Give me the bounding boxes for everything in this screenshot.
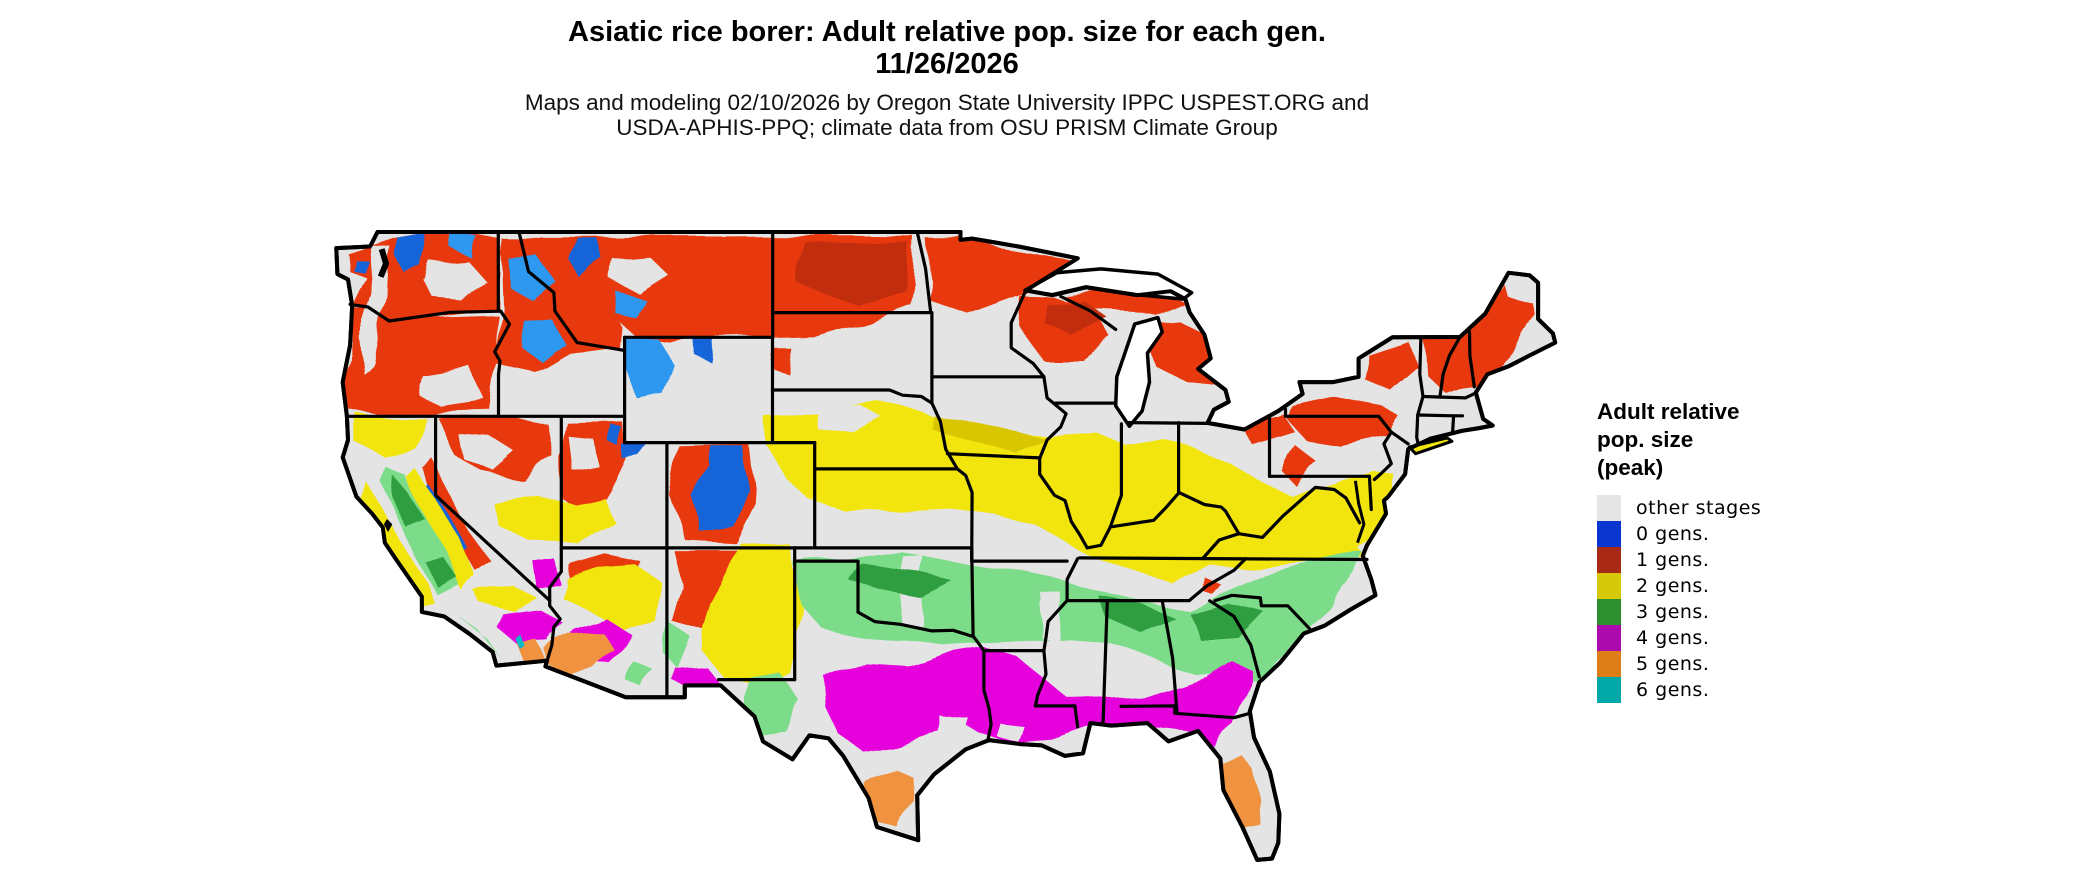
legend-swatch-0-gens bbox=[1597, 521, 1621, 547]
legend-label-1-gens: 1 gens. bbox=[1636, 549, 1710, 571]
legend-items: other stages 0 gens. 1 gens. 2 gens. 3 g… bbox=[1597, 495, 1761, 703]
legend-item-0-gens: 0 gens. bbox=[1597, 521, 1761, 547]
puget-sound bbox=[377, 248, 390, 278]
legend-label-4-gens: 4 gens. bbox=[1636, 627, 1710, 649]
legend-label-5-gens: 5 gens. bbox=[1636, 653, 1710, 675]
state-borders bbox=[345, 230, 1477, 742]
legend-item-5-gens: 5 gens. bbox=[1597, 651, 1761, 677]
title-date: 11/26/2026 bbox=[875, 48, 1019, 80]
legend-label-2-gens: 2 gens. bbox=[1636, 575, 1710, 597]
attribution-line-2: USDA-APHIS-PPQ; climate data from OSU PR… bbox=[616, 115, 1278, 140]
chesapeake-bay bbox=[1353, 480, 1366, 544]
legend-title: Adult relative pop. size (peak) bbox=[1597, 398, 1761, 482]
legend-item-2-gens: 2 gens. bbox=[1597, 573, 1761, 599]
legend-item-4-gens: 4 gens. bbox=[1597, 625, 1761, 651]
legend-label-0-gens: 0 gens. bbox=[1636, 523, 1710, 545]
legend-title-line-3: (peak) bbox=[1597, 455, 1664, 480]
map-attribution: Maps and modeling 02/10/2026 by Oregon S… bbox=[525, 90, 1369, 140]
legend-item-other-stages: other stages bbox=[1597, 495, 1761, 521]
legend-swatch-6-gens bbox=[1597, 677, 1621, 703]
legend-title-line-1: Adult relative bbox=[1597, 399, 1740, 424]
legend-item-6-gens: 6 gens. bbox=[1597, 677, 1761, 703]
legend-label-other-stages: other stages bbox=[1636, 497, 1762, 519]
legend-item-3-gens: 3 gens. bbox=[1597, 599, 1761, 625]
legend-swatch-1-gens bbox=[1597, 547, 1621, 573]
legend-swatch-4-gens bbox=[1597, 625, 1621, 651]
legend-swatch-3-gens bbox=[1597, 599, 1621, 625]
lake-michigan bbox=[1113, 315, 1164, 429]
legend-swatch-2-gens bbox=[1597, 573, 1621, 599]
page-title: Asiatic rice borer: Adult relative pop. … bbox=[568, 16, 1326, 80]
legend-label-3-gens: 3 gens. bbox=[1636, 601, 1710, 623]
title-line-1: Asiatic rice borer: Adult relative pop. … bbox=[568, 16, 1326, 48]
map-legend: Adult relative pop. size (peak) other st… bbox=[1597, 398, 1761, 703]
legend-title-line-2: pop. size bbox=[1597, 427, 1694, 452]
legend-swatch-other-stages bbox=[1597, 495, 1621, 521]
legend-swatch-5-gens bbox=[1597, 651, 1621, 677]
attribution-line-1: Maps and modeling 02/10/2026 by Oregon S… bbox=[524, 90, 1370, 115]
legend-item-1-gens: 1 gens. bbox=[1597, 547, 1761, 573]
legend-label-6-gens: 6 gens. bbox=[1636, 679, 1710, 701]
long-island bbox=[1407, 436, 1454, 456]
map-color-layer bbox=[344, 234, 1536, 860]
san-francisco-bay bbox=[383, 519, 393, 533]
